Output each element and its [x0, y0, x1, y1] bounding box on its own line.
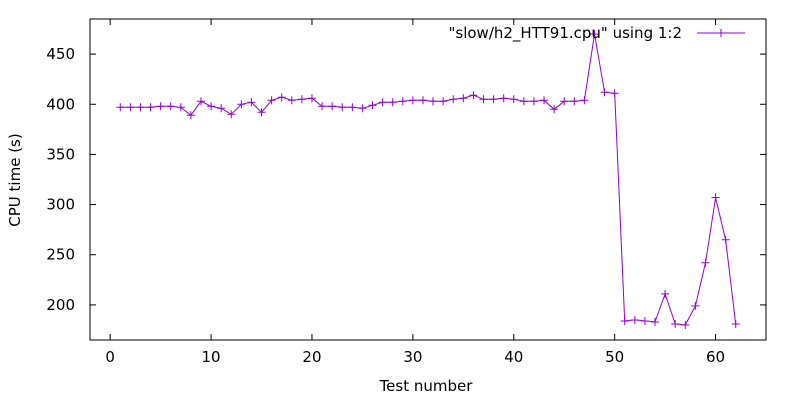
- y-tick-label: 450: [46, 45, 75, 63]
- data-point-marker: [136, 103, 145, 112]
- data-point-marker: [378, 98, 387, 107]
- data-point-marker: [499, 94, 508, 103]
- x-tick-label: 30: [403, 348, 422, 366]
- data-point-marker: [600, 88, 609, 97]
- data-point-marker: [459, 94, 468, 103]
- data-point-marker: [721, 235, 730, 244]
- x-tick-label: 10: [202, 348, 221, 366]
- data-point-marker: [408, 96, 417, 105]
- x-tick-label: 40: [504, 348, 523, 366]
- legend: "slow/h2_HTT91.cpu" using 1:2: [449, 24, 745, 43]
- data-point-marker: [297, 95, 306, 104]
- data-point-marker: [368, 101, 377, 110]
- legend-marker-plus: [717, 29, 725, 37]
- x-tick-label: 0: [105, 348, 115, 366]
- x-tick-label: 60: [706, 348, 725, 366]
- data-point-marker: [217, 104, 226, 113]
- data-point-marker: [318, 102, 327, 111]
- data-point-marker: [731, 319, 740, 328]
- data-point-marker: [338, 103, 347, 112]
- data-point-marker: [176, 103, 185, 112]
- y-tick-label: 300: [46, 196, 75, 214]
- data-point-marker: [560, 97, 569, 106]
- data-point-marker: [439, 97, 448, 106]
- data-point-marker: [701, 258, 710, 267]
- data-point-marker: [681, 320, 690, 329]
- data-point-marker: [398, 97, 407, 106]
- data-point-marker: [156, 102, 165, 111]
- data-point-marker: [267, 96, 276, 105]
- data-point-marker: [429, 97, 438, 106]
- y-tick-label: 350: [46, 145, 75, 163]
- data-point-marker: [489, 95, 498, 104]
- data-point-marker: [348, 103, 357, 112]
- data-point-marker: [388, 98, 397, 107]
- legend-marker-sample: [717, 29, 725, 37]
- data-point-marker: [519, 97, 528, 106]
- data-point-marker: [580, 96, 589, 105]
- data-point-marker: [711, 193, 720, 202]
- data-point-marker: [237, 100, 246, 109]
- data-point-marker: [590, 30, 599, 39]
- data-point-marker: [126, 103, 135, 112]
- data-point-marker: [479, 95, 488, 104]
- y-tick-label: 250: [46, 246, 75, 264]
- x-tick-label: 20: [302, 348, 321, 366]
- data-point-marker: [570, 97, 579, 106]
- y-tick-label: 200: [46, 296, 75, 314]
- data-point-marker: [529, 97, 538, 106]
- x-axis-title: Test number: [379, 377, 474, 395]
- data-point-marker: [328, 102, 337, 111]
- data-point-marker: [640, 316, 649, 325]
- plot-area: [89, 18, 767, 341]
- data-point-marker: [358, 104, 367, 113]
- data-point-marker: [671, 319, 680, 328]
- data-point-marker: [469, 91, 478, 100]
- data-point-marker: [540, 96, 549, 105]
- data-point-marker: [418, 96, 427, 105]
- data-point-marker: [651, 317, 660, 326]
- data-point-marker: [166, 102, 175, 111]
- data-point-marker: [257, 108, 266, 117]
- data-point-marker: [146, 103, 155, 112]
- y-axis: 200 250 300 350 400 450: [46, 45, 766, 314]
- data-point-marker: [277, 93, 286, 102]
- data-point-marker: [307, 94, 316, 103]
- data-point-marker: [186, 111, 195, 120]
- data-point-marker: [287, 96, 296, 105]
- data-point-marker: [449, 95, 458, 104]
- series-layer: [116, 30, 740, 329]
- data-point-marker: [116, 103, 125, 112]
- data-point-marker: [610, 89, 619, 98]
- data-point-marker: [661, 289, 670, 298]
- data-point-marker: [550, 105, 559, 114]
- data-point-marker: [630, 315, 639, 324]
- data-point-marker: [691, 301, 700, 310]
- y-tick-label: 400: [46, 95, 75, 113]
- y-axis-title: CPU time (s): [6, 133, 24, 226]
- x-tick-label: 50: [605, 348, 624, 366]
- data-point-marker: [509, 95, 518, 104]
- data-point-marker: [207, 102, 216, 111]
- legend-label: "slow/h2_HTT91.cpu" using 1:2: [449, 24, 683, 43]
- data-point-marker: [227, 110, 236, 119]
- x-axis: 0 10 20 30 40 50 60: [105, 19, 725, 366]
- data-point-marker: [620, 316, 629, 325]
- data-point-marker: [247, 98, 256, 107]
- data-point-marker: [196, 97, 205, 106]
